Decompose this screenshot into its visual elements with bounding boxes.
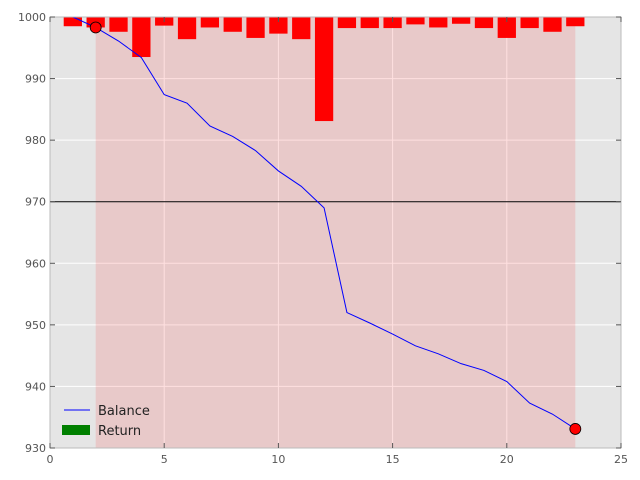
return-bar xyxy=(497,17,516,38)
return-bar xyxy=(566,17,585,27)
return-bar xyxy=(292,17,311,40)
x-tick-label: 25 xyxy=(614,453,628,466)
return-bar xyxy=(520,17,539,29)
plot-frame xyxy=(49,16,622,449)
return-bar xyxy=(406,17,425,25)
x-tick-label: 20 xyxy=(500,453,514,466)
legend-return-label: Return xyxy=(98,424,141,439)
legend-return-swatch xyxy=(62,425,90,435)
return-bar xyxy=(429,17,448,28)
return-bar xyxy=(451,17,471,24)
marker-point xyxy=(89,21,102,34)
x-tick-label: 0 xyxy=(47,453,54,466)
y-axis: 930 940 950 960 970 980 990 1000 xyxy=(18,11,621,455)
x-axis: 0 5 10 15 20 25 xyxy=(47,17,628,466)
plot-background xyxy=(50,17,621,448)
return-bar xyxy=(223,17,242,32)
y-tick-label: 930 xyxy=(25,442,46,455)
shaded-region xyxy=(95,17,576,448)
x-tick-label: 10 xyxy=(271,453,285,466)
return-bar xyxy=(63,17,82,27)
return-bar xyxy=(314,17,334,122)
legend-balance-label: Balance xyxy=(98,404,150,419)
y-tick-label: 1000 xyxy=(18,11,46,24)
return-bar xyxy=(383,17,402,29)
return-bar xyxy=(177,17,197,40)
y-tick-label: 990 xyxy=(25,73,46,86)
marker-point xyxy=(569,423,582,435)
y-tick-label: 970 xyxy=(25,196,46,209)
y-tick-label: 960 xyxy=(25,257,46,270)
return-bar xyxy=(109,17,128,32)
return-bar xyxy=(474,17,494,29)
y-tick-label: 980 xyxy=(25,134,46,147)
legend: Balance Return xyxy=(62,404,150,439)
balance-line xyxy=(72,16,576,430)
return-bar xyxy=(360,17,379,29)
return-bar xyxy=(337,17,357,29)
markers xyxy=(89,21,582,435)
return-bar xyxy=(132,17,151,58)
return-bar xyxy=(543,17,562,32)
x-tick-label: 5 xyxy=(161,453,168,466)
y-tick-label: 940 xyxy=(25,380,46,393)
x-tick-label: 15 xyxy=(386,453,400,466)
return-bar xyxy=(200,17,220,28)
y-tick-label: 950 xyxy=(25,319,46,332)
return-bar xyxy=(269,17,288,34)
return-bar xyxy=(246,17,265,38)
